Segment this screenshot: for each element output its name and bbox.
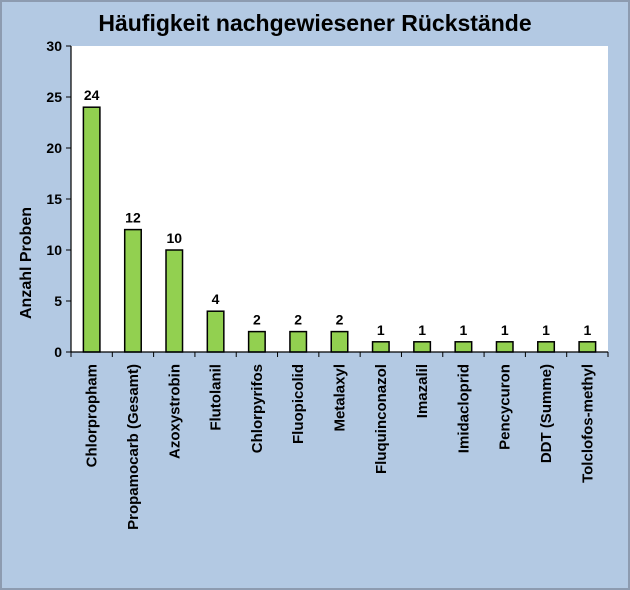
x-tick-label: Propamocarb (Gesamt) [125,364,142,530]
x-tick-label: Fluopicolid [290,364,307,444]
bar [454,341,473,353]
x-tick-label: Chlorpropham [84,364,101,467]
bar [413,341,432,353]
bar [82,106,101,353]
x-tick-label: Metalaxyl [332,364,349,432]
data-label: 1 [583,322,591,338]
x-tick-label: DDT (Summe) [538,364,555,463]
bar [247,330,266,353]
bar [165,249,184,353]
data-label: 1 [542,322,550,338]
x-tick-label: Flutolanil [208,364,225,431]
y-tick-label: 20 [46,140,62,156]
x-tick-label: Chlorpyrifos [249,364,266,453]
x-tick-label: Tolclofos-methyl [579,364,596,483]
bar [330,330,349,353]
bar [495,341,514,353]
axes-layer: 0 5 10 15 20 25 30 [46,38,609,360]
data-label: 1 [377,322,385,338]
data-label: 24 [84,87,100,103]
bar [206,310,225,353]
data-label: 10 [166,230,182,246]
y-tick-label: 15 [46,191,62,207]
x-tick-label: Imidacloprid [455,364,472,453]
data-label: 2 [294,312,302,328]
y-tick-label: 30 [46,38,62,54]
data-label: 1 [418,322,426,338]
x-tick-label: Azoxystrobin [166,364,183,459]
x-tick-label: Pencycuron [497,364,514,450]
y-tick-label: 25 [46,89,62,105]
data-label: 1 [460,322,468,338]
data-label: 2 [336,312,344,328]
bar [578,341,597,353]
y-tick-label: 0 [54,344,62,360]
x-tick-label: Fluquinconazol [373,364,390,474]
bars-layer [82,106,597,353]
y-tick-label: 10 [46,242,62,258]
data-label: 2 [253,312,261,328]
y-tick-label: 5 [54,293,62,309]
bar [537,341,556,353]
bar [289,330,308,353]
data-label: 1 [501,322,509,338]
chart-title: Häufigkeit nachgewiesener Rückstände [98,10,532,36]
bar [371,341,390,353]
plot-area [71,46,608,352]
data-label: 4 [212,291,220,307]
x-tick-label: Imazalil [414,364,431,418]
data-label: 12 [125,210,141,226]
bar [123,228,142,353]
